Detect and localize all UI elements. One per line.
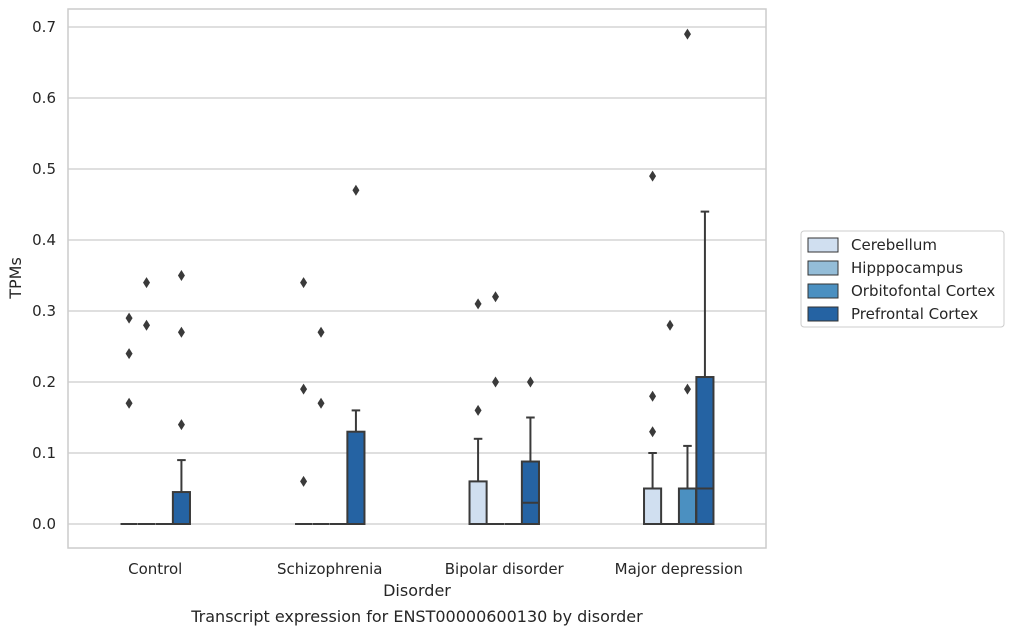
x-tick-label: Schizophrenia [277, 560, 382, 578]
outlier-point [649, 426, 657, 438]
box-body [695, 376, 715, 525]
y-tick-label: 0.3 [32, 302, 56, 320]
legend-label: Cerebellum [851, 236, 937, 254]
legend-label: Hipppocampus [851, 259, 963, 277]
outlier-point [352, 184, 360, 196]
box-body [171, 491, 191, 525]
outlier-point [300, 277, 308, 289]
legend-swatch [807, 260, 839, 276]
grid-lines [68, 26, 766, 525]
box-plot [520, 416, 540, 525]
box-plot [468, 437, 488, 525]
outlier-point [683, 28, 691, 40]
y-tick-label: 0.6 [32, 89, 56, 107]
x-tick-label: Major depression [615, 560, 743, 578]
chart-caption: Transcript expression for ENST0000060013… [190, 607, 643, 626]
outlier-point [474, 404, 482, 416]
legend-swatch [807, 237, 839, 253]
outlier-point [143, 277, 151, 289]
y-tick-labels: 0.0 0.1 0.2 0.3 0.4 0.5 0.6 0.7 [32, 18, 56, 533]
outlier-point [683, 383, 691, 395]
outlier-point [317, 397, 325, 409]
outlier-point [177, 419, 185, 431]
legend-label: Orbitofontal Cortex [851, 282, 995, 300]
x-tick-label: Bipolar disorder [445, 560, 565, 578]
outlier-point [666, 319, 674, 331]
box-body [346, 430, 366, 526]
outlier-point [492, 291, 500, 303]
legend-swatch [807, 283, 839, 299]
box-plot [695, 210, 715, 525]
outlier-point [649, 390, 657, 402]
boxes [120, 210, 715, 526]
box-body [643, 487, 663, 525]
y-axis-label: TPMs [6, 257, 25, 300]
outlier-point [125, 312, 133, 324]
box-plot [677, 444, 698, 525]
y-tick-label: 0.2 [32, 373, 56, 391]
outlier-point [649, 170, 657, 182]
y-tick-label: 0.0 [32, 515, 56, 533]
box-plot [346, 409, 366, 526]
box-body [677, 487, 698, 525]
plot-area-frame [67, 8, 767, 549]
box-plot [171, 459, 191, 525]
box-body [520, 460, 540, 525]
legend-label: Prefrontal Cortex [851, 305, 978, 323]
box-body [468, 480, 488, 525]
y-tick-label: 0.5 [32, 160, 56, 178]
legend-box [800, 230, 1005, 328]
outlier-point [143, 319, 151, 331]
outlier-point [125, 397, 133, 409]
outlier-point [177, 326, 185, 338]
outlier-point [492, 376, 500, 388]
outlier-point [300, 475, 308, 487]
outliers [125, 28, 691, 487]
outlier-point [300, 383, 308, 395]
x-tick-label: Control [128, 560, 182, 578]
outlier-point [474, 298, 482, 310]
box-plot [643, 452, 663, 525]
outlier-point [125, 348, 133, 360]
legend: Cerebellum Hipppocampus Orbitofontal Corte… [800, 230, 1005, 328]
y-tick-label: 0.1 [32, 444, 56, 462]
outlier-point [177, 270, 185, 281]
x-axis-label: Disorder [383, 581, 451, 600]
outlier-point [317, 326, 325, 338]
legend-swatch [807, 306, 839, 322]
y-tick-label: 0.4 [32, 231, 56, 249]
x-tick-labels: Control Schizophrenia Bipolar disorder Majo… [128, 560, 743, 578]
y-tick-label: 0.7 [32, 18, 56, 36]
outlier-point [526, 376, 534, 388]
